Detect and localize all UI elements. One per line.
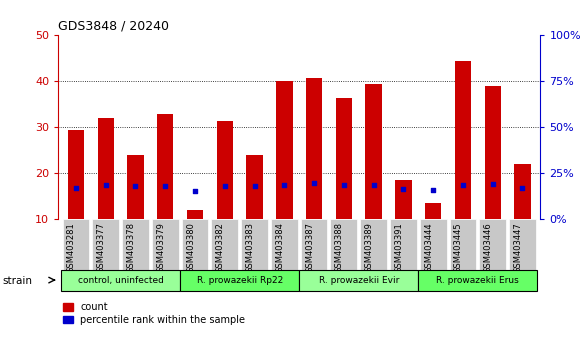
Text: GSM403447: GSM403447 (514, 222, 522, 273)
FancyBboxPatch shape (299, 270, 418, 291)
Text: GSM403377: GSM403377 (96, 222, 106, 273)
Point (369, 182, 378, 187)
Text: GSM403384: GSM403384 (275, 222, 284, 273)
FancyBboxPatch shape (509, 219, 536, 271)
Text: GSM403379: GSM403379 (156, 222, 165, 273)
Point (131, 183, 140, 189)
FancyBboxPatch shape (61, 270, 180, 291)
FancyBboxPatch shape (122, 219, 149, 271)
FancyBboxPatch shape (301, 219, 328, 271)
Point (339, 182, 349, 187)
Text: GSM403378: GSM403378 (127, 222, 135, 273)
FancyBboxPatch shape (152, 219, 178, 271)
Point (429, 187, 438, 193)
FancyBboxPatch shape (418, 270, 537, 291)
Text: GSM403382: GSM403382 (216, 222, 225, 273)
Bar (217, 120, 233, 219)
Text: GSM403383: GSM403383 (246, 222, 254, 273)
FancyBboxPatch shape (180, 270, 299, 291)
Text: R. prowazekii Erus: R. prowazekii Erus (436, 275, 519, 285)
Bar (246, 155, 263, 219)
Text: GSM403391: GSM403391 (394, 222, 403, 273)
Bar (365, 84, 382, 219)
Text: strain: strain (3, 276, 33, 286)
Text: GSM403281: GSM403281 (67, 222, 76, 273)
Bar (336, 97, 352, 219)
Bar (306, 78, 322, 219)
FancyBboxPatch shape (182, 219, 209, 271)
Point (518, 185, 527, 191)
Text: GSM403387: GSM403387 (305, 222, 314, 273)
Bar (187, 210, 203, 219)
Text: GSM403388: GSM403388 (335, 222, 344, 273)
FancyBboxPatch shape (63, 219, 89, 271)
FancyBboxPatch shape (271, 219, 297, 271)
Bar (127, 155, 144, 219)
Point (220, 183, 229, 189)
Bar (455, 61, 471, 219)
Point (310, 180, 319, 185)
Bar (425, 203, 442, 219)
Text: control, uninfected: control, uninfected (78, 275, 163, 285)
Legend: count, percentile rank within the sample: count, percentile rank within the sample (63, 302, 245, 325)
FancyBboxPatch shape (92, 219, 119, 271)
Bar (68, 130, 84, 219)
FancyBboxPatch shape (390, 219, 417, 271)
Point (250, 183, 259, 189)
Bar (514, 164, 530, 219)
Bar (157, 114, 174, 219)
FancyBboxPatch shape (450, 219, 476, 271)
Point (488, 181, 497, 187)
Bar (485, 86, 501, 219)
Text: GDS3848 / 20240: GDS3848 / 20240 (58, 20, 169, 33)
Text: R. prowazekii Rp22: R. prowazekii Rp22 (196, 275, 283, 285)
Text: GSM403380: GSM403380 (186, 222, 195, 273)
Text: GSM403444: GSM403444 (424, 222, 433, 273)
Point (458, 183, 468, 188)
FancyBboxPatch shape (360, 219, 387, 271)
Text: GSM403389: GSM403389 (365, 222, 374, 273)
Point (71, 185, 81, 191)
Text: GSM403445: GSM403445 (454, 222, 463, 273)
Point (191, 188, 200, 194)
FancyBboxPatch shape (419, 219, 447, 271)
Point (279, 183, 289, 188)
FancyBboxPatch shape (479, 219, 506, 271)
FancyBboxPatch shape (331, 219, 357, 271)
Bar (395, 181, 411, 219)
FancyBboxPatch shape (211, 219, 238, 271)
FancyBboxPatch shape (241, 219, 268, 271)
Point (399, 186, 408, 192)
Bar (98, 118, 114, 219)
Text: GSM403446: GSM403446 (484, 222, 493, 273)
Text: R. prowazekii Evir: R. prowazekii Evir (318, 275, 399, 285)
Bar (276, 81, 292, 219)
Point (160, 183, 170, 189)
Point (101, 183, 110, 188)
